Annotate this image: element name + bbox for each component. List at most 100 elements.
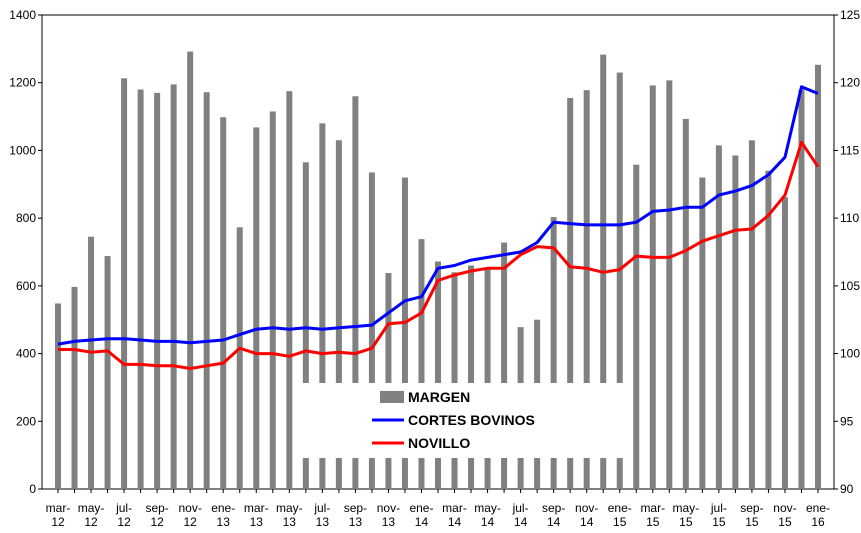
bar <box>104 256 111 489</box>
bar <box>699 177 706 489</box>
bar <box>88 236 95 489</box>
x-tick-label-line: nov- <box>179 501 202 515</box>
legend-label: MARGEN <box>408 389 470 405</box>
x-tick-label: nov-13 <box>377 501 400 529</box>
x-tick-label-line: sep- <box>740 501 763 515</box>
legend-box <box>300 383 630 458</box>
y-tick-label: 1200 <box>9 76 36 90</box>
x-tick-label-line: 15 <box>613 515 627 529</box>
x-tick-label: may-14 <box>474 501 501 529</box>
bar <box>798 89 805 489</box>
bar <box>319 123 326 489</box>
bar <box>616 72 623 490</box>
x-tick-label: mar-12 <box>46 501 71 529</box>
y2-tick-label: 110 <box>840 211 859 225</box>
bar <box>765 170 772 489</box>
bar <box>154 92 161 489</box>
bar <box>468 265 475 489</box>
bar <box>236 227 243 489</box>
bar <box>55 303 61 489</box>
x-tick-label-line: may- <box>672 501 699 515</box>
x-tick-label: may-12 <box>78 501 105 529</box>
x-tick-label: may-15 <box>672 501 699 529</box>
x-tick-label: nov-14 <box>575 501 598 529</box>
x-tick-label-line: jul- <box>710 501 727 515</box>
x-tick-label-line: 15 <box>646 515 660 529</box>
x-tick-label-line: 13 <box>250 515 264 529</box>
bar <box>302 162 309 489</box>
bar <box>682 118 689 489</box>
x-tick-label-line: sep- <box>344 501 367 515</box>
bar <box>715 145 722 489</box>
x-tick-label-line: 12 <box>84 515 98 529</box>
legend-label: CORTES BOVINOS <box>408 412 535 428</box>
x-tick-label-line: may- <box>474 501 501 515</box>
bar <box>435 261 441 489</box>
x-tick-label-line: 14 <box>481 515 495 529</box>
bar <box>567 97 574 489</box>
bar <box>748 140 755 489</box>
x-tick-label-line: 13 <box>349 515 363 529</box>
x-tick-label-line: 12 <box>117 515 131 529</box>
x-tick-label-line: 14 <box>415 515 429 529</box>
bar <box>815 64 821 490</box>
x-tick-label: ene-15 <box>608 501 632 529</box>
x-tick-label-line: jul- <box>115 501 132 515</box>
bar <box>583 90 590 490</box>
bar <box>335 140 342 489</box>
bar <box>550 217 557 489</box>
bar <box>121 78 128 489</box>
bar <box>187 51 194 490</box>
y-tick-label: 1400 <box>9 8 36 22</box>
bar <box>352 96 359 489</box>
y-tick-label: 200 <box>16 414 36 428</box>
y-tick-label: 600 <box>16 279 36 293</box>
bar <box>385 272 392 489</box>
x-tick-label-line: 13 <box>316 515 330 529</box>
x-tick-label: mar-15 <box>640 501 665 529</box>
bar <box>649 85 656 490</box>
x-tick-label-line: 14 <box>514 515 528 529</box>
x-tick-label-line: sep- <box>145 501 168 515</box>
x-tick-label: nov-15 <box>773 501 796 529</box>
x-tick-label-line: mar- <box>244 501 269 515</box>
x-tick-label-line: jul- <box>313 501 330 515</box>
x-tick-label: nov-12 <box>179 501 202 529</box>
y2-tick-label: 90 <box>840 482 854 496</box>
x-tick-label-line: 14 <box>448 515 462 529</box>
bar <box>368 172 375 489</box>
bar <box>633 164 640 490</box>
bar <box>253 127 260 490</box>
x-tick-label: sep-12 <box>145 501 168 529</box>
y2-tick-label: 125 <box>840 8 860 22</box>
y2-tick-label: 115 <box>840 143 859 157</box>
x-tick-label-line: 15 <box>679 515 693 529</box>
y-tick-label: 1000 <box>9 143 36 157</box>
x-tick-label-line: 12 <box>150 515 164 529</box>
x-tick-label: jul-14 <box>512 501 529 529</box>
x-tick-label: ene-14 <box>409 501 433 529</box>
x-tick-label-line: nov- <box>773 501 796 515</box>
legend-label: NOVILLO <box>408 435 470 451</box>
x-tick-label: ene-13 <box>211 501 235 529</box>
bar <box>137 89 144 489</box>
bar <box>203 92 210 490</box>
x-tick-label-line: jul- <box>512 501 529 515</box>
x-tick-label-line: may- <box>276 501 303 515</box>
x-tick-label-line: nov- <box>575 501 598 515</box>
x-tick-label-line: ene- <box>409 501 433 515</box>
x-tick-label: jul-15 <box>710 501 727 529</box>
x-tick-label: ene-16 <box>806 501 830 529</box>
y-tick-label: 800 <box>16 211 36 225</box>
bar <box>220 117 227 490</box>
bar <box>501 242 508 489</box>
x-tick-label-line: sep- <box>542 501 565 515</box>
x-tick-label-line: 13 <box>283 515 297 529</box>
x-tick-label: sep-13 <box>344 501 367 529</box>
x-tick-label: sep-14 <box>542 501 565 529</box>
y-tick-label: 400 <box>16 347 36 361</box>
x-tick-label: sep-15 <box>740 501 763 529</box>
x-tick-label-line: 12 <box>183 515 197 529</box>
bar <box>484 268 491 489</box>
